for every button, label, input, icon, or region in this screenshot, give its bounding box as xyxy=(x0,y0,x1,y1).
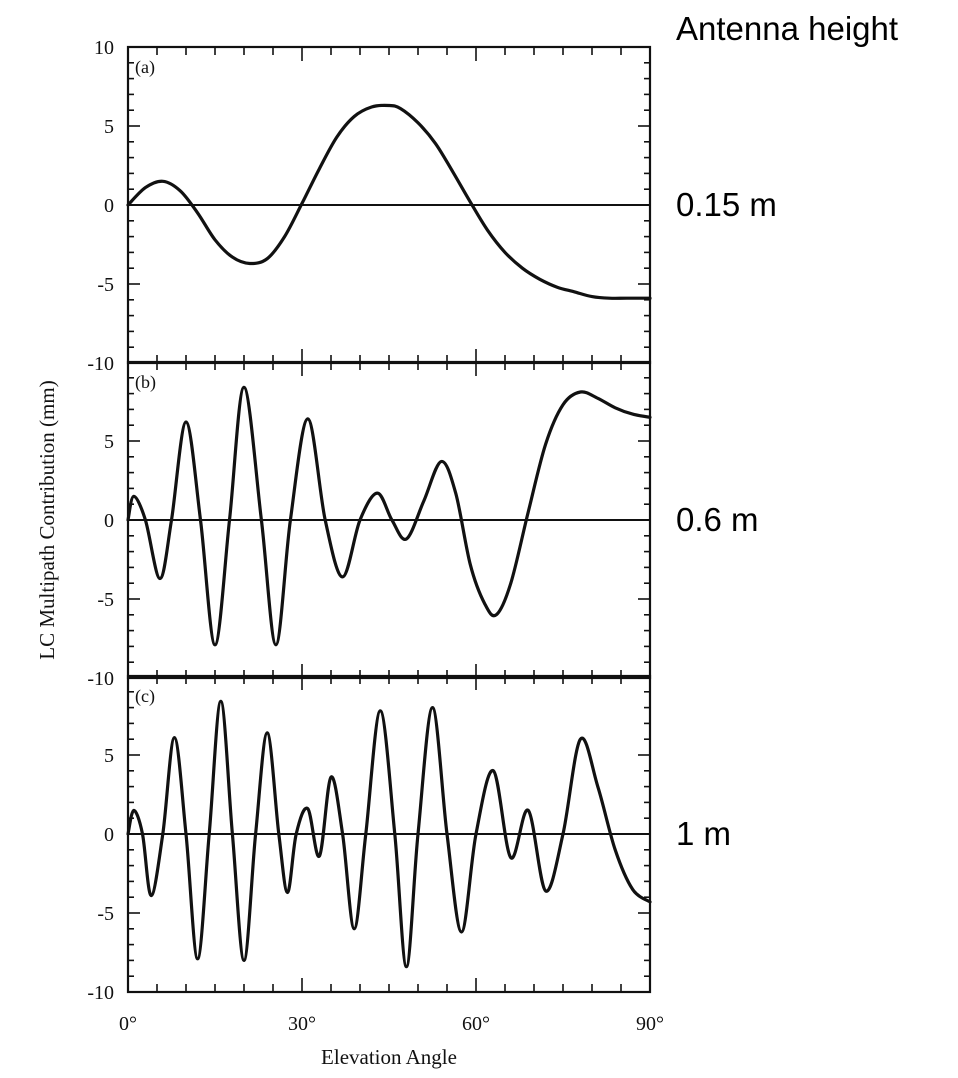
series-line-panel-2 xyxy=(126,385,652,647)
x-tick-label: 30° xyxy=(288,1013,316,1035)
y-tick-label: 0 xyxy=(104,824,114,846)
series-line-panel-3 xyxy=(126,699,652,969)
y-tick-label: 5 xyxy=(104,745,114,767)
x-axis-title: Elevation Angle xyxy=(321,1045,457,1069)
antenna-height-label-2: 0.6 m xyxy=(676,501,759,538)
y-tick-label: 5 xyxy=(104,431,114,453)
panel-label-2: (b) xyxy=(135,372,156,393)
y-tick-label: -5 xyxy=(97,589,114,611)
y-tick-label: -10 xyxy=(87,353,114,375)
y-tick-label: -10 xyxy=(87,668,114,690)
antenna-height-header: Antenna height xyxy=(676,10,898,47)
y-tick-label: 5 xyxy=(104,116,114,138)
series-line-panel-1 xyxy=(126,103,652,300)
y-tick-label: -5 xyxy=(97,903,114,925)
y-tick-label: -5 xyxy=(97,274,114,296)
y-tick-label: -10 xyxy=(87,982,114,1004)
x-tick-label: 60° xyxy=(462,1013,490,1035)
y-tick-label: 10 xyxy=(94,37,114,59)
y-axis-title: LC Multipath Contribution (mm) xyxy=(35,380,59,659)
antenna-height-label-3: 1 m xyxy=(676,815,731,852)
data-layer xyxy=(126,103,652,969)
y-tick-label: 0 xyxy=(104,195,114,217)
antenna-height-label-1: 0.15 m xyxy=(676,186,777,223)
text-layer: 10 5 0 -5 -10 (a) 0.15 m 5 0 -5 -10 (b) 0.6 m 5 0 -5 -10… xyxy=(35,10,898,1069)
x-tick-label: 0° xyxy=(119,1013,137,1035)
x-tick-label: 90° xyxy=(636,1013,664,1035)
y-tick-label: 0 xyxy=(104,510,114,532)
panel-label-1: (a) xyxy=(135,57,155,78)
panel-label-3: (c) xyxy=(135,686,155,707)
